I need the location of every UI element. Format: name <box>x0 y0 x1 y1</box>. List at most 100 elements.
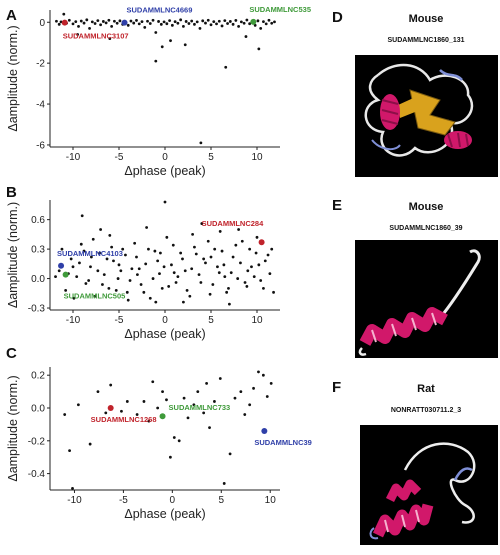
panel-label-e: E <box>332 197 342 214</box>
data-point <box>237 24 241 28</box>
data-point <box>126 23 130 27</box>
data-point <box>143 25 147 29</box>
data-point <box>115 21 119 25</box>
data-point <box>148 296 152 300</box>
data-point <box>193 22 196 26</box>
data-point <box>104 411 108 415</box>
data-point <box>191 232 195 236</box>
data-point <box>176 21 180 25</box>
highlight-label: SUDAMMLNC4103 <box>57 249 123 258</box>
data-point <box>87 279 91 282</box>
data-point <box>84 282 88 285</box>
data-point <box>163 200 167 204</box>
data-point <box>82 21 86 25</box>
structure-e-title: Mouse <box>409 201 444 213</box>
data-point <box>159 251 162 255</box>
data-point <box>267 18 271 22</box>
data-point <box>236 277 240 280</box>
data-point <box>187 22 191 25</box>
highlight-point <box>250 18 257 25</box>
data-point <box>199 141 203 145</box>
data-point <box>88 442 92 446</box>
data-point <box>145 226 149 229</box>
structure-f-subtitle: NONRATT030711.2_3 <box>391 407 461 414</box>
data-point <box>204 261 207 265</box>
x-tick-label: 10 <box>265 495 277 506</box>
data-point <box>228 302 231 306</box>
data-point <box>147 247 150 251</box>
data-point <box>104 21 108 25</box>
data-point <box>218 377 222 380</box>
data-point <box>223 19 227 23</box>
data-point <box>69 257 73 261</box>
x-tick-label: -10 <box>66 315 81 326</box>
data-point <box>128 279 132 282</box>
panel-label-a: A <box>6 7 17 24</box>
y-tick-label: -6 <box>36 140 45 151</box>
x-axis-label: Δphase (peak) <box>124 327 205 341</box>
highlight-label: SUDAMMLNC535 <box>249 5 311 14</box>
data-point <box>112 259 115 263</box>
data-point <box>202 257 206 261</box>
data-point <box>246 269 250 273</box>
data-point <box>79 19 83 23</box>
highlight-point <box>261 427 268 434</box>
data-point <box>259 279 263 282</box>
data-point <box>215 22 218 26</box>
x-axis-label: Δphase (peak) <box>124 507 205 521</box>
data-point <box>213 247 217 251</box>
data-point <box>170 263 173 267</box>
data-point <box>227 286 230 290</box>
data-point <box>139 283 143 286</box>
data-point <box>242 21 246 25</box>
x-tick-label: 10 <box>251 152 263 163</box>
data-point <box>172 436 176 439</box>
data-point <box>76 403 80 407</box>
data-point <box>208 292 212 296</box>
data-point <box>135 413 139 416</box>
data-point <box>157 20 160 23</box>
data-point <box>78 261 81 265</box>
data-point <box>130 267 134 271</box>
data-point <box>114 288 118 292</box>
y-tick-label: -0.2 <box>28 436 46 447</box>
data-point <box>160 286 164 290</box>
data-point <box>263 259 267 263</box>
y-tick-label: 0.3 <box>31 245 45 256</box>
data-point <box>244 35 248 38</box>
scatter-chart-a: -10 -5 0 5 10 0 -2 -4 -6 Δphase (peak) Δamplitude … <box>6 5 311 178</box>
data-point <box>252 386 255 390</box>
panel-label-d: D <box>332 9 343 26</box>
structure-e-subtitle: SUDAMMLNC1860_39 <box>389 225 462 232</box>
data-point <box>151 18 155 22</box>
data-point <box>185 288 189 292</box>
highlight-label: SUDAMMLNC733 <box>169 403 231 412</box>
data-point <box>107 286 111 290</box>
data-point <box>137 22 141 26</box>
data-point <box>137 267 141 271</box>
y-tick-label: -0.3 <box>28 304 46 315</box>
data-point <box>158 272 161 276</box>
data-point <box>156 406 160 410</box>
data-point <box>259 27 263 30</box>
highlight-label: SUDAMMLNC505 <box>64 292 126 301</box>
data-point <box>169 39 172 43</box>
data-point <box>93 22 97 25</box>
structure-f-title: Rat <box>417 383 435 395</box>
data-point <box>186 416 190 420</box>
data-point <box>174 281 178 284</box>
data-point <box>240 239 244 243</box>
data-point <box>117 263 121 267</box>
data-point <box>190 267 194 271</box>
data-point <box>209 255 213 259</box>
data-point <box>199 281 203 284</box>
data-point <box>220 249 224 253</box>
panel-label-f: F <box>332 379 341 396</box>
data-point <box>182 300 185 304</box>
data-point <box>108 233 112 237</box>
data-point <box>248 22 252 26</box>
data-point <box>120 409 123 413</box>
y-tick-label: 0.2 <box>31 371 45 382</box>
data-point <box>196 390 200 393</box>
x-tick-label: 0 <box>162 315 168 326</box>
